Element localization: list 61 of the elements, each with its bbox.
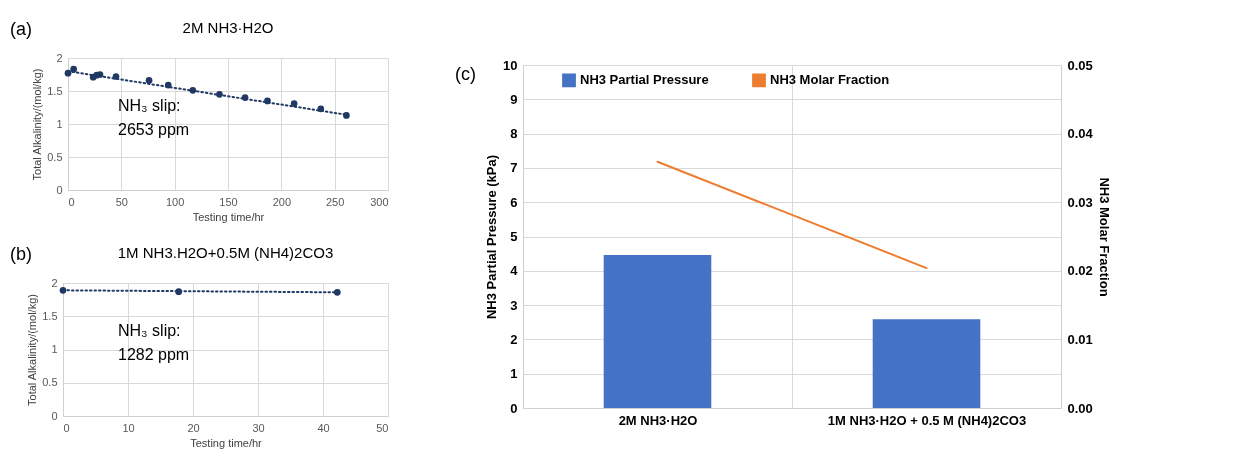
x-tick-label: 40 [317, 421, 330, 434]
y-tick-label: 2 [51, 276, 58, 289]
x-tick-label: 250 [325, 195, 345, 208]
y-tick-label: 0 [510, 400, 518, 416]
y2-tick-label: 0.04 [1067, 126, 1094, 142]
x-tick-label: 50 [376, 421, 389, 434]
text: (a) [10, 19, 32, 39]
y-tick-label: 0.5 [47, 150, 63, 163]
y-axis-title: NH3 Partial Pressure (kPa) [484, 154, 500, 320]
legend-label: NH3 Partial Pressure [580, 72, 709, 88]
x-tick-label: 10 [122, 421, 135, 434]
annotation: NH₃ slip: [118, 322, 181, 339]
y-tick-label: 5 [510, 229, 518, 244]
text: (b) [10, 244, 32, 264]
y-tick-label: 6 [510, 194, 518, 210]
y2-tick-label: 0.01 [1067, 331, 1093, 347]
x-tick-label: 1M NH3·H2O + 0.5 M (NH4)2CO3 [827, 412, 1027, 428]
y-tick-label: 1.5 [47, 84, 63, 97]
text: (c) [455, 64, 476, 84]
y-tick-label: 0.5 [42, 376, 58, 389]
x-axis-title: Testing time/hr [192, 210, 265, 223]
x-tick-label: 0 [68, 195, 75, 208]
y-tick-label: 2 [510, 331, 518, 347]
y-axis-title: Total Alkalinity/(mol/kg) [26, 294, 39, 406]
chart-title: 2M NH3·H2O [182, 19, 274, 36]
y-axis-title: Total Alkalinity/(mol/kg) [31, 68, 44, 181]
y-tick-label: 1 [510, 366, 518, 382]
point [70, 65, 78, 73]
x-tick-label: 50 [115, 195, 128, 208]
point [145, 77, 153, 84]
y-tick-label: 8 [510, 126, 518, 142]
annotation: NH₃ slip: [118, 97, 181, 114]
x-tick-label: 20 [187, 421, 200, 434]
point [343, 112, 350, 119]
y-tick-label: 1.5 [42, 309, 58, 322]
annotation: 2653 ppm [118, 121, 190, 138]
y-tick-label: 1 [51, 343, 58, 355]
chart-title: 1M NH3.H2O+0.5M (NH4)2CO3 [117, 244, 334, 261]
annotation: 1282 ppm [118, 346, 190, 363]
y-tick-label: 7 [510, 160, 518, 176]
y2-tick-label: 0.00 [1067, 400, 1093, 416]
x-tick-label: 2M NH3·H2O [618, 412, 698, 428]
y-tick-label: 3 [510, 297, 518, 313]
y-tick-label: 9 [510, 91, 518, 107]
legend-label: NH3 Molar Fraction [770, 72, 890, 88]
y-tick-label: 4 [510, 263, 519, 279]
y-tick-label: 0 [56, 183, 63, 196]
y-tick-label: 1 [56, 117, 63, 130]
x-tick-label: 100 [165, 195, 185, 208]
x-axis-title: Testing time/hr [190, 436, 263, 449]
y2-tick-label: 0.05 [1067, 57, 1093, 73]
x-tick-label: 200 [272, 195, 292, 208]
x-tick-label: 150 [219, 195, 238, 208]
y-tick-label: 10 [503, 57, 518, 73]
y-tick-label: 2 [56, 51, 63, 64]
y2-tick-label: 0.02 [1067, 263, 1093, 279]
x-tick-label: 30 [252, 421, 265, 434]
y2-axis-title: NH3 Molar Fraction [1096, 177, 1112, 297]
point [290, 100, 298, 107]
x-tick-label: 300 [370, 195, 389, 208]
y2-tick-label: 0.03 [1067, 194, 1093, 210]
